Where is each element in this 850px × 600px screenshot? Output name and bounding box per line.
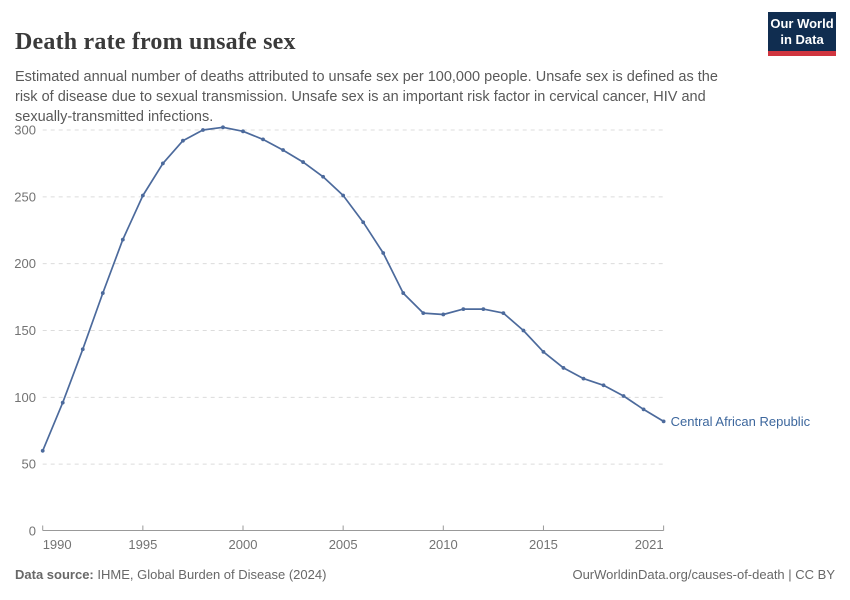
data-source-text: IHME, Global Burden of Disease (2024) bbox=[93, 567, 327, 582]
data-point bbox=[541, 349, 546, 354]
data-point bbox=[661, 419, 666, 424]
data-point bbox=[501, 311, 506, 316]
owid-logo-line2: in Data bbox=[780, 32, 824, 47]
y-tick-label: 200 bbox=[14, 256, 36, 271]
y-tick-label: 0 bbox=[29, 524, 36, 539]
y-tick-label: 100 bbox=[14, 390, 36, 405]
data-point bbox=[181, 138, 185, 143]
data-line bbox=[41, 126, 665, 452]
owid-logo: Our World in Data bbox=[768, 12, 836, 51]
data-point bbox=[561, 366, 566, 370]
data-point bbox=[381, 251, 386, 255]
page-title: Death rate from unsafe sex bbox=[15, 29, 296, 56]
x-tick-label: 2000 bbox=[229, 537, 258, 552]
data-source-label: Data source: bbox=[15, 567, 94, 582]
y-tick-label: 50 bbox=[22, 457, 36, 472]
data-point bbox=[301, 160, 305, 164]
data-point bbox=[261, 137, 265, 142]
owid-logo-accent-bar bbox=[768, 51, 836, 56]
y-tick-label: 150 bbox=[14, 323, 36, 338]
chart-subtitle: Estimated annual number of deaths attrib… bbox=[15, 68, 718, 125]
credit-link: OurWorldinData.org/causes-of-death | CC … bbox=[572, 567, 835, 582]
series-label: Central African Republic bbox=[671, 414, 811, 429]
data-point bbox=[441, 312, 446, 317]
x-tick-label: 2021 bbox=[635, 537, 664, 552]
data-point bbox=[341, 193, 346, 198]
data-point bbox=[281, 148, 285, 152]
data-point bbox=[401, 291, 406, 295]
data-point bbox=[621, 394, 626, 398]
data-point bbox=[100, 291, 105, 295]
footer: Data source: IHME, Global Burden of Dise… bbox=[0, 567, 850, 589]
data-point bbox=[421, 311, 426, 316]
data-point bbox=[601, 383, 606, 388]
x-tick-label: 2015 bbox=[529, 537, 558, 552]
data-point bbox=[361, 220, 366, 225]
data-point bbox=[521, 328, 526, 333]
data-point bbox=[160, 161, 165, 166]
data-point bbox=[481, 307, 486, 312]
x-tick-label: 1995 bbox=[128, 537, 157, 552]
data-point bbox=[60, 400, 65, 405]
x-tick-label: 2005 bbox=[329, 537, 358, 552]
data-point bbox=[461, 307, 466, 312]
data-point bbox=[581, 376, 586, 381]
data-point bbox=[80, 347, 85, 352]
data-point bbox=[641, 407, 646, 412]
data-point bbox=[321, 174, 326, 179]
y-tick-label: 300 bbox=[14, 123, 36, 138]
data-point bbox=[201, 128, 205, 132]
data-point bbox=[241, 129, 245, 134]
data-point bbox=[140, 193, 145, 198]
x-tick-label: 1990 bbox=[43, 537, 72, 552]
data-point bbox=[40, 448, 45, 453]
y-tick-label: 250 bbox=[14, 189, 36, 204]
owid-logo-line1: Our World bbox=[770, 16, 834, 31]
x-tick-label: 2010 bbox=[429, 537, 458, 552]
data-point bbox=[221, 125, 225, 130]
data-point bbox=[120, 237, 125, 242]
data-source: Data source: IHME, Global Burden of Dise… bbox=[15, 567, 326, 582]
